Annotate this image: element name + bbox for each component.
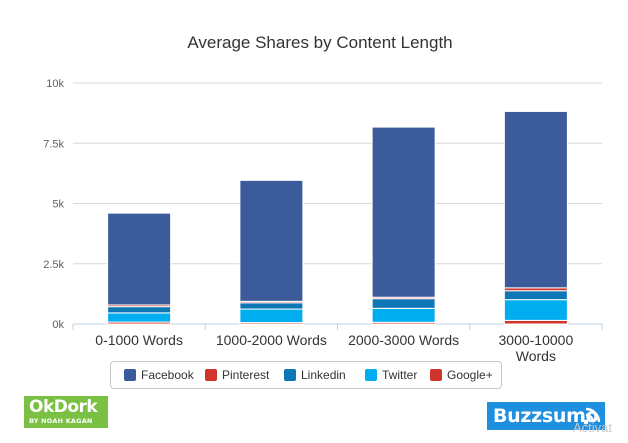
legend-label: Pinterest — [222, 368, 270, 382]
okdork-logo-tagline: BY NOAH KAGAN — [29, 417, 93, 425]
legend-swatch — [430, 369, 442, 381]
bar-facebook-2[interactable] — [371, 126, 436, 298]
buzzsumo-logo-name: Buzzsumo — [493, 405, 599, 427]
y-tick-label: 0k — [52, 319, 64, 331]
x-category-label: 3000-10000 — [499, 332, 574, 348]
bar-linkedin-1[interactable] — [239, 302, 304, 310]
y-tick-label: 5k — [52, 199, 64, 211]
signal-icon — [583, 407, 601, 425]
legend[interactable]: Facebook Pinterest Linkedin Twitter Google+ — [124, 368, 493, 382]
y-tick-label: 10k — [46, 78, 64, 90]
bar-facebook-3[interactable] — [503, 110, 568, 289]
legend-swatch — [124, 369, 136, 381]
y-tick-label: 2.5k — [43, 259, 64, 271]
x-category-label: Words — [516, 348, 556, 364]
bar-facebook-0[interactable] — [107, 212, 172, 306]
bar-linkedin-2[interactable] — [371, 298, 436, 309]
bar-twitter-0[interactable] — [107, 312, 172, 323]
chart-title: Average Shares by Content Length — [187, 33, 452, 52]
legend-label: Twitter — [382, 368, 417, 382]
legend-label: Google+ — [447, 368, 493, 382]
x-category-label: 2000-3000 Words — [348, 332, 459, 348]
activation-watermark: Activat — [573, 420, 613, 435]
x-axis: 0-1000 Words 1000-2000 Words 2000-3000 Wor… — [72, 324, 603, 364]
legend-item-twitter[interactable]: Twitter — [365, 368, 417, 382]
bars — [107, 110, 568, 325]
legend-label: Linkedin — [301, 368, 346, 382]
buzzsumo-logo: Buzzsumo — [487, 402, 605, 430]
bar-twitter-1[interactable] — [239, 308, 304, 324]
y-tick-label: 7.5k — [43, 138, 64, 150]
bar-facebook-1[interactable] — [239, 179, 304, 302]
okdork-logo: OkDork BY NOAH KAGAN — [24, 396, 108, 428]
bar-linkedin-3[interactable] — [503, 290, 568, 301]
legend-item-facebook[interactable]: Facebook — [124, 368, 195, 382]
bar-twitter-3[interactable] — [503, 299, 568, 321]
legend-item-linkedin[interactable]: Linkedin — [284, 368, 346, 382]
x-category-label: 0-1000 Words — [95, 332, 183, 348]
okdork-logo-name: OkDork — [29, 397, 98, 417]
x-category-label: 1000-2000 Words — [216, 332, 327, 348]
legend-item-google-[interactable]: Google+ — [430, 368, 493, 382]
legend-label: Facebook — [141, 368, 195, 382]
legend-item-pinterest[interactable]: Pinterest — [205, 368, 270, 382]
legend-swatch — [365, 369, 377, 381]
legend-swatch — [284, 369, 296, 381]
legend-swatch — [205, 369, 217, 381]
bar-linkedin-0[interactable] — [107, 306, 172, 314]
bar-google--3[interactable] — [503, 319, 568, 325]
bar-twitter-2[interactable] — [371, 307, 436, 323]
y-axis-tick-labels: 0k 2.5k 5k 7.5k 10k — [43, 78, 64, 331]
legend-frame — [110, 361, 502, 389]
